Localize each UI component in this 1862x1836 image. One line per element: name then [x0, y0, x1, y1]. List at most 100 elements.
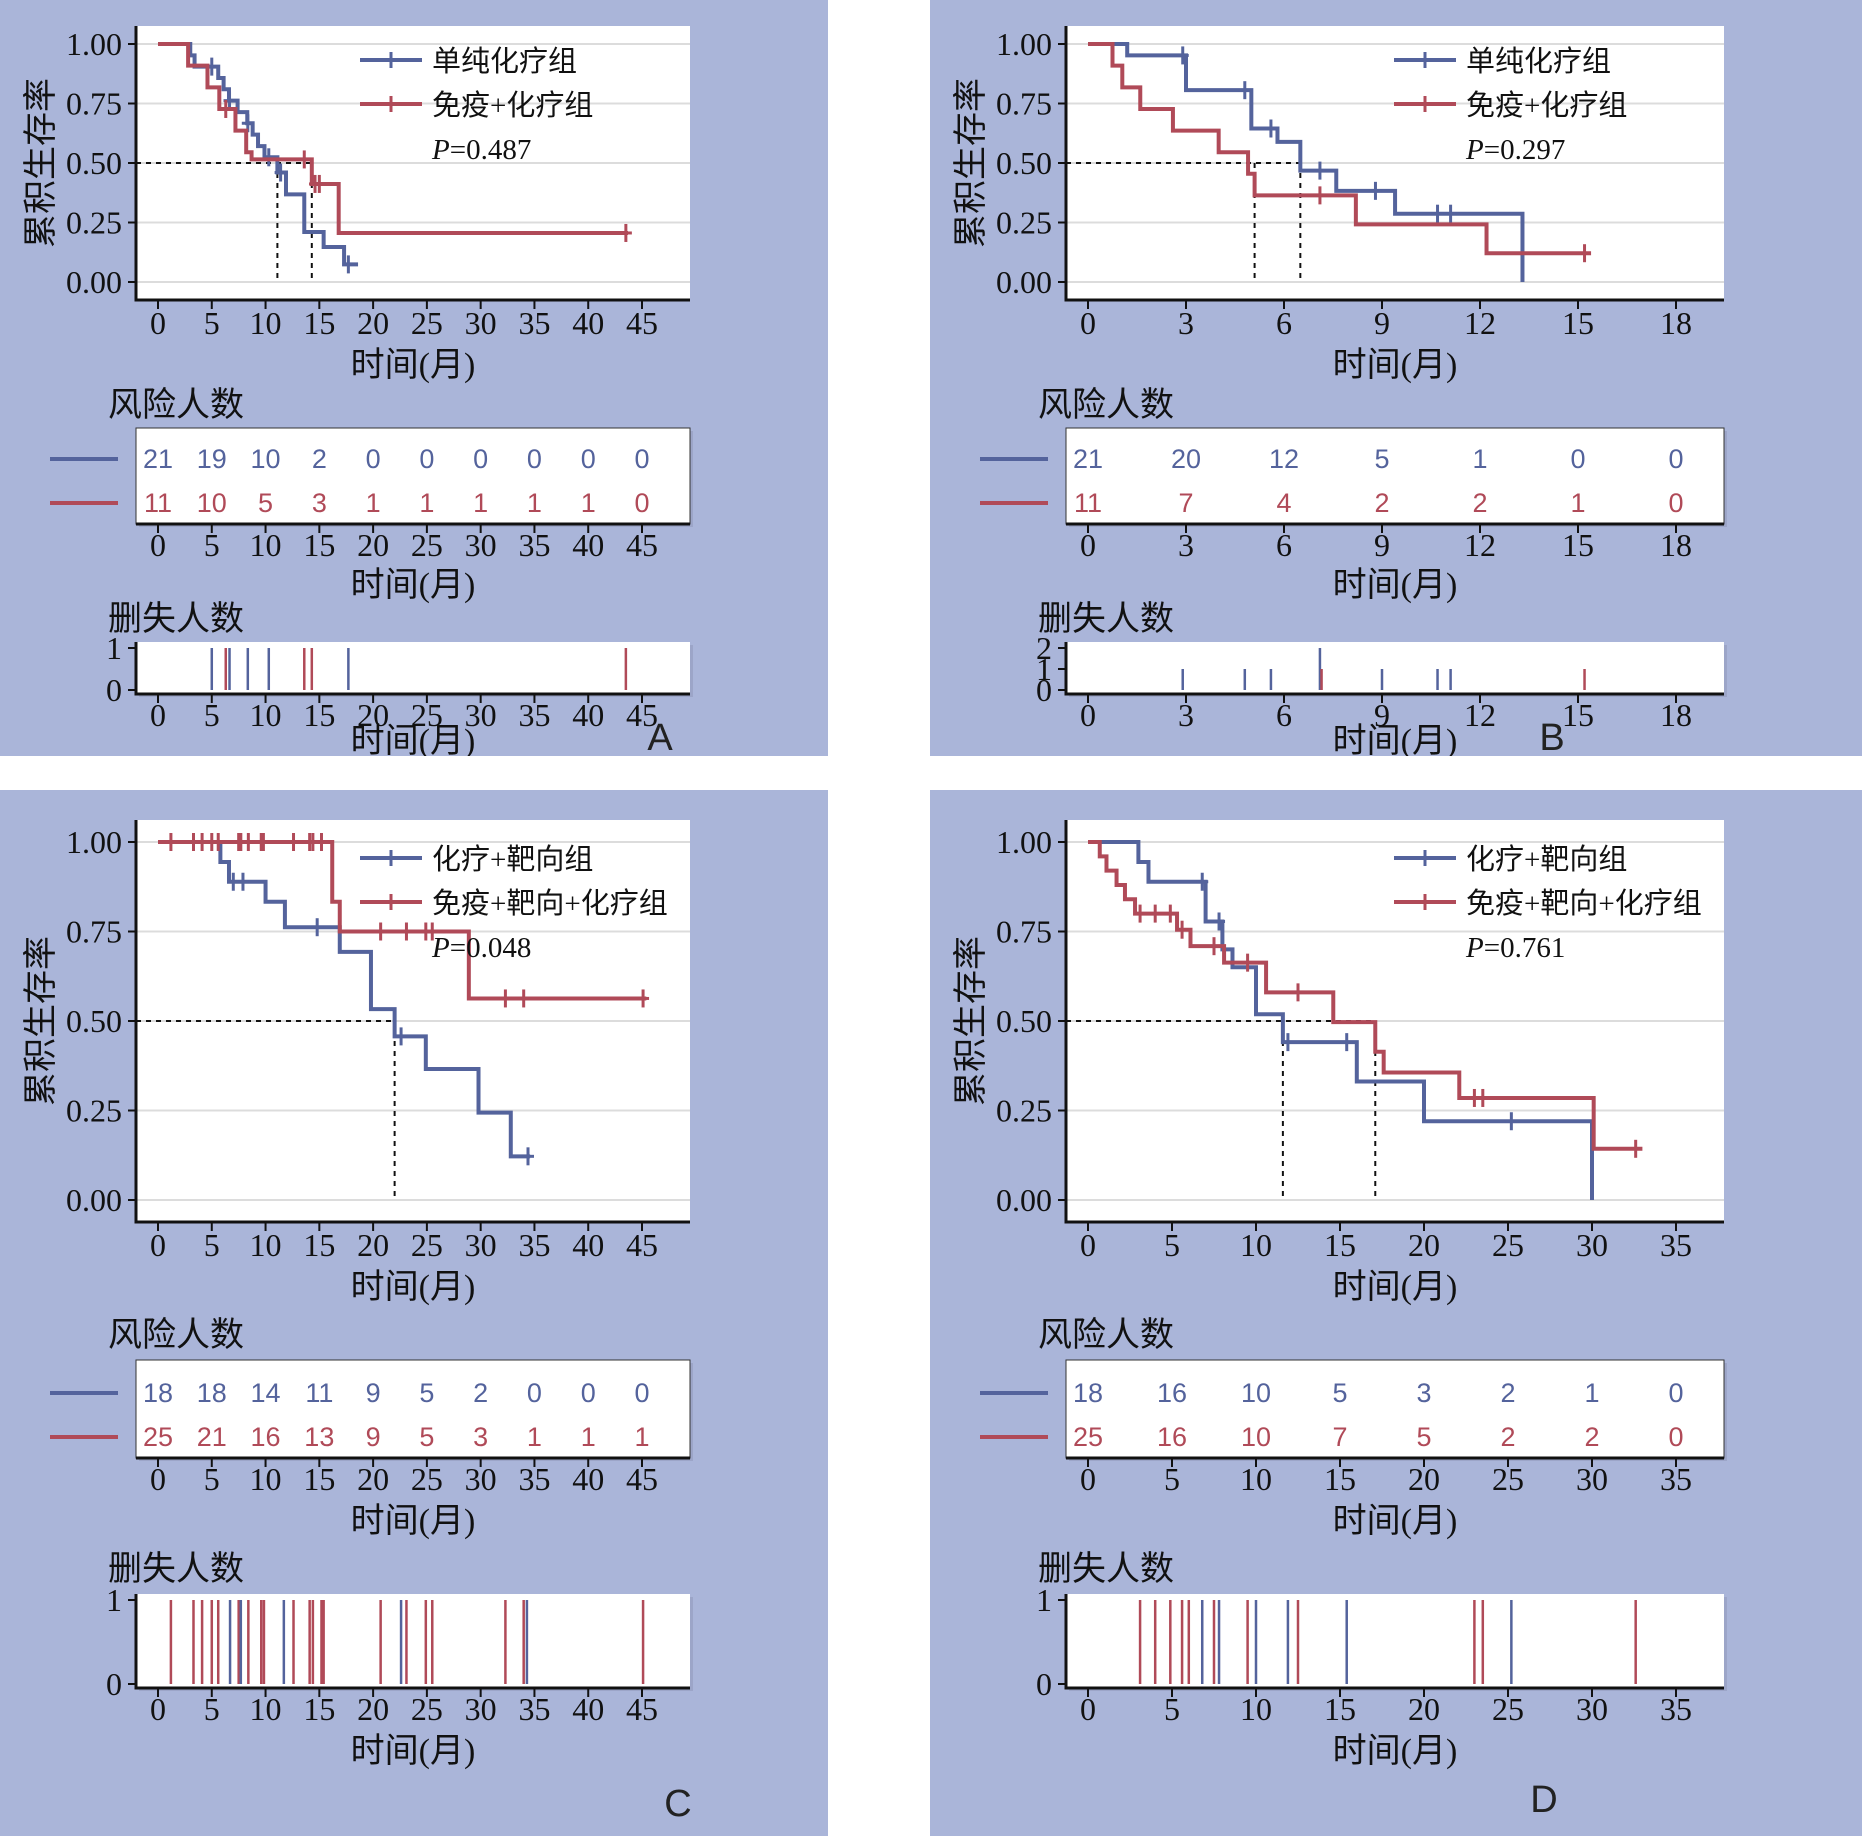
x-tick-label: 20: [357, 1461, 389, 1497]
x-tick-label: 20: [1408, 1691, 1440, 1727]
x-tick-label: 20: [357, 305, 389, 341]
x-axis-label: 时间(月): [1333, 1269, 1458, 1306]
x-tick-label: 0: [150, 527, 166, 563]
risk-value: 0: [1668, 444, 1683, 474]
censor-y-tick-label: 0: [1036, 672, 1052, 708]
risk-value: 0: [527, 1378, 542, 1408]
risk-table-bg: [135, 1359, 691, 1459]
x-tick-label: 10: [250, 1461, 282, 1497]
p-value-label: P=0.761: [1465, 932, 1565, 964]
risk-value: 9: [366, 1422, 381, 1452]
legend-item-label: 免疫+化疗组: [432, 89, 593, 122]
x-tick-label: 35: [518, 1461, 550, 1497]
x-tick-label: 5: [1164, 1691, 1180, 1727]
x-tick-label: 25: [411, 527, 443, 563]
risk-value: 2: [1500, 1422, 1515, 1452]
x-tick-label: 5: [1164, 1227, 1180, 1263]
risk-value: 7: [1178, 488, 1193, 518]
x-tick-label: 10: [1240, 1461, 1272, 1497]
risk-value: 1: [366, 488, 381, 518]
x-tick-label: 45: [626, 527, 658, 563]
risk-value: 7: [1332, 1422, 1347, 1452]
y-axis-label: 累积生存率: [22, 936, 60, 1106]
x-tick-label: 5: [1164, 1461, 1180, 1497]
risk-value: 18: [197, 1378, 227, 1408]
y-tick-label: 0.50: [996, 145, 1052, 181]
risk-value: 25: [143, 1422, 173, 1452]
x-tick-label: 30: [465, 1691, 497, 1727]
x-tick-label: 3: [1178, 697, 1194, 733]
x-tick-label: 30: [1576, 1691, 1608, 1727]
x-tick-label: 0: [1080, 1227, 1096, 1263]
risk-table-bg: [1065, 1359, 1725, 1459]
y-tick-label: 0.25: [996, 1093, 1052, 1129]
x-tick-label: 9: [1374, 305, 1390, 341]
x-tick-label: 35: [1660, 1461, 1692, 1497]
y-tick-label: 0.25: [996, 205, 1052, 241]
x-tick-label: 0: [150, 305, 166, 341]
y-tick-label: 0.00: [66, 264, 122, 300]
risk-value: 10: [1241, 1378, 1271, 1408]
x-tick-label: 30: [465, 1461, 497, 1497]
x-tick-label: 10: [250, 527, 282, 563]
risk-value: 16: [251, 1422, 281, 1452]
y-axis-label: 累积生存率: [952, 936, 990, 1106]
risk-value: 2: [1584, 1422, 1599, 1452]
y-tick-label: 0.75: [996, 914, 1052, 950]
risk-value: 13: [304, 1422, 334, 1452]
risk-value: 14: [251, 1378, 281, 1408]
x-tick-label: 25: [411, 1227, 443, 1263]
x-tick-label: 0: [1080, 527, 1096, 563]
km-curve-blue: [158, 840, 531, 1159]
censor-plot-bg: [1066, 1594, 1724, 1688]
y-tick-label: 0.50: [66, 1003, 122, 1039]
x-tick-label: 0: [1080, 1461, 1096, 1497]
x-tick-label: 45: [626, 697, 658, 733]
km-curve-blue: [158, 42, 359, 267]
x-tick-label: 0: [1080, 697, 1096, 733]
risk-value: 0: [419, 444, 434, 474]
x-tick-label: 40: [572, 305, 604, 341]
x-tick-label: 30: [465, 305, 497, 341]
p-value-label: P=0.487: [431, 134, 531, 166]
x-tick-label: 3: [1178, 305, 1194, 341]
panel-A: 1.00 0.75 0.50 0.25 0.00 0 5 10 15 20 25 30 35 40 45 时间…: [0, 0, 828, 756]
x-tick-label: 5: [204, 1461, 220, 1497]
x-tick-label: 6: [1276, 697, 1292, 733]
risk-value: 5: [419, 1422, 434, 1452]
censor-plot-bg: [136, 642, 690, 694]
risk-value: 5: [258, 488, 273, 518]
risk-value: 2: [1374, 488, 1389, 518]
panel-B: 1.00 0.75 0.50 0.25 0.00 0 3 6 9 12 15 18 时间(月) 累积生存率…: [930, 0, 1862, 756]
x-tick-label: 25: [411, 697, 443, 733]
x-tick-label: 35: [518, 1227, 550, 1263]
censor-plot-bg: [136, 1594, 690, 1688]
x-tick-label: 0: [150, 697, 166, 733]
x-tick-label: 15: [1562, 305, 1594, 341]
p-value-label: P=0.297: [1465, 134, 1565, 166]
risk-value: 1: [1570, 488, 1585, 518]
x-axis-label: 时间(月): [351, 567, 476, 604]
x-tick-label: 40: [572, 1227, 604, 1263]
censor-y-tick-label: 1: [1036, 651, 1052, 687]
x-axis-label: 时间(月): [351, 723, 476, 756]
legend-item-label: 化疗+靶向组: [432, 843, 593, 876]
risk-value: 2: [473, 1378, 488, 1408]
risk-table-title: 风险人数: [108, 386, 244, 424]
x-tick-label: 25: [411, 1461, 443, 1497]
km-curve-red: [158, 840, 647, 1001]
x-tick-label: 12: [1464, 697, 1496, 733]
x-tick-label: 10: [1240, 1691, 1272, 1727]
x-axis-label: 时间(月): [351, 1503, 476, 1540]
x-tick-label: 35: [518, 527, 550, 563]
x-tick-label: 30: [1576, 1227, 1608, 1263]
x-tick-label: 15: [303, 527, 335, 563]
censor-plot-title: 删失人数: [108, 1550, 244, 1588]
x-tick-label: 0: [150, 1461, 166, 1497]
x-tick-label: 20: [357, 527, 389, 563]
censor-plot-title: 删失人数: [1038, 600, 1174, 638]
censor-y-tick-label: 0: [106, 1666, 122, 1702]
censor-y-tick-label: 1: [106, 1582, 122, 1618]
x-tick-label: 0: [1080, 1691, 1096, 1727]
risk-value: 0: [581, 444, 596, 474]
